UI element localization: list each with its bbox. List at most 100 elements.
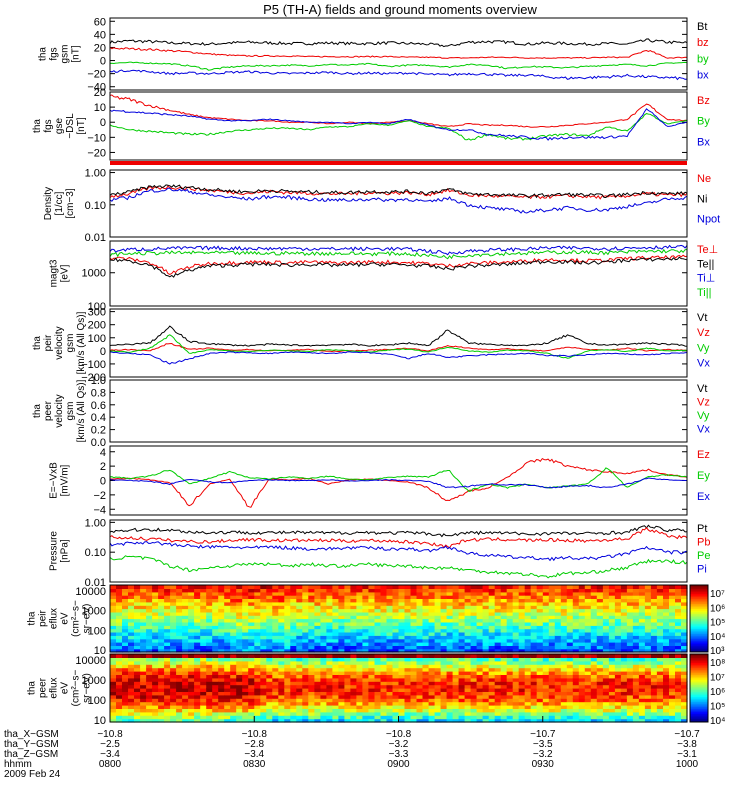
heatmap-cell bbox=[152, 671, 159, 675]
heatmap-cell bbox=[296, 585, 303, 589]
heatmap-cell bbox=[410, 708, 418, 713]
heatmap-cell bbox=[266, 711, 273, 716]
heatmap-cell bbox=[500, 648, 508, 653]
heatmap-cell bbox=[452, 657, 460, 662]
colorbar-segment bbox=[690, 699, 708, 703]
heatmap-cell bbox=[308, 608, 315, 613]
heatmap-cell bbox=[554, 694, 562, 699]
heatmap-cell bbox=[560, 638, 568, 643]
heatmap-cell bbox=[675, 684, 682, 689]
heatmap-cell bbox=[488, 605, 496, 610]
heatmap-cell bbox=[218, 708, 225, 713]
heatmap-cell bbox=[663, 671, 670, 675]
heatmap-cell bbox=[506, 698, 514, 703]
heatmap-cell bbox=[548, 628, 556, 633]
heatmap-cell bbox=[614, 648, 622, 653]
heatmap-cell bbox=[608, 708, 616, 713]
heatmap-cell bbox=[284, 674, 291, 679]
heatmap-cell bbox=[548, 657, 556, 662]
heatmap-cell bbox=[356, 718, 363, 723]
heatmap-cell bbox=[542, 701, 550, 706]
heatmap-cell bbox=[134, 642, 141, 646]
heatmap-cell bbox=[152, 674, 159, 679]
heatmap-cell bbox=[602, 625, 610, 630]
heatmap-cell bbox=[218, 598, 225, 603]
heatmap-cell bbox=[308, 684, 315, 689]
heatmap-cell bbox=[650, 718, 658, 723]
heatmap-cell bbox=[158, 691, 165, 696]
legend-entry: By bbox=[697, 116, 710, 128]
heatmap-cell bbox=[681, 648, 688, 653]
heatmap-cell bbox=[356, 677, 363, 682]
heatmap-cell bbox=[675, 588, 682, 593]
heatmap-cell bbox=[116, 625, 123, 630]
heatmap-cell bbox=[284, 605, 291, 610]
heatmap-cell bbox=[374, 718, 382, 723]
heatmap-cell bbox=[669, 598, 676, 603]
heatmap-cell bbox=[590, 591, 598, 596]
heatmap-cell bbox=[416, 715, 424, 720]
heatmap-cell bbox=[596, 654, 604, 658]
heatmap-cell bbox=[440, 611, 448, 616]
heatmap-cell bbox=[182, 681, 189, 686]
heatmap-cell bbox=[218, 631, 225, 636]
colorbar-segment bbox=[690, 664, 708, 667]
heatmap-cell bbox=[248, 591, 255, 596]
heatmap-cell bbox=[663, 698, 670, 703]
heatmap-cell bbox=[500, 638, 508, 643]
heatmap-cell bbox=[290, 715, 297, 720]
heatmap-cell bbox=[320, 657, 327, 662]
heatmap-cell bbox=[200, 601, 207, 606]
heatmap-cell bbox=[650, 598, 658, 603]
heatmap-cell bbox=[392, 625, 400, 630]
heatmap-cell bbox=[554, 585, 562, 589]
heatmap-cell bbox=[206, 601, 213, 606]
heatmap-cell bbox=[176, 648, 183, 653]
heatmap-cell bbox=[200, 694, 207, 699]
heatmap-cell bbox=[446, 711, 454, 716]
heatmap-cell bbox=[296, 708, 303, 713]
heatmap-cell bbox=[236, 681, 243, 686]
heatmap-cell bbox=[626, 601, 634, 606]
heatmap-cell bbox=[314, 694, 321, 699]
y-tick-label: 10 bbox=[94, 102, 106, 114]
heatmap-cell bbox=[669, 611, 676, 616]
heatmap-cell bbox=[410, 642, 418, 646]
y-axis-label: gsm bbox=[65, 402, 76, 421]
heatmap-cell bbox=[140, 688, 147, 692]
heatmap-cell bbox=[410, 595, 418, 599]
heatmap-cell bbox=[260, 591, 267, 596]
heatmap-cell bbox=[368, 667, 375, 672]
heatmap-cell bbox=[590, 621, 598, 626]
heatmap-cell bbox=[212, 698, 219, 703]
heatmap-cell bbox=[254, 681, 261, 686]
heatmap-cell bbox=[638, 648, 646, 653]
heatmap-cell bbox=[458, 708, 466, 713]
heatmap-cell bbox=[164, 588, 171, 593]
heatmap-cell bbox=[188, 681, 195, 686]
heatmap-cell bbox=[506, 615, 514, 620]
heatmap-cell bbox=[452, 671, 460, 675]
heatmap-cell bbox=[669, 701, 676, 706]
colorbar-segment bbox=[690, 684, 708, 687]
heatmap-cell bbox=[566, 705, 574, 709]
heatmap-cell bbox=[536, 642, 544, 646]
heatmap-cell bbox=[675, 608, 682, 613]
heatmap-cell bbox=[326, 667, 333, 672]
series-line-Ni bbox=[109, 184, 688, 199]
heatmap-cell bbox=[404, 621, 412, 626]
heatmap-cell bbox=[470, 694, 478, 699]
heatmap-cell bbox=[392, 705, 400, 709]
heatmap-cell bbox=[236, 711, 243, 716]
heatmap-cell bbox=[404, 635, 412, 640]
heatmap-cell bbox=[320, 601, 327, 606]
heatmap-cell bbox=[614, 605, 622, 610]
heatmap-cell bbox=[536, 648, 544, 653]
heatmap-cell bbox=[152, 645, 159, 650]
series-line-By bbox=[109, 113, 688, 141]
heatmap-cell bbox=[362, 595, 369, 599]
heatmap-cell bbox=[584, 654, 592, 658]
heatmap-cell bbox=[386, 598, 394, 603]
colorbar-label: 10⁸ bbox=[710, 658, 725, 669]
